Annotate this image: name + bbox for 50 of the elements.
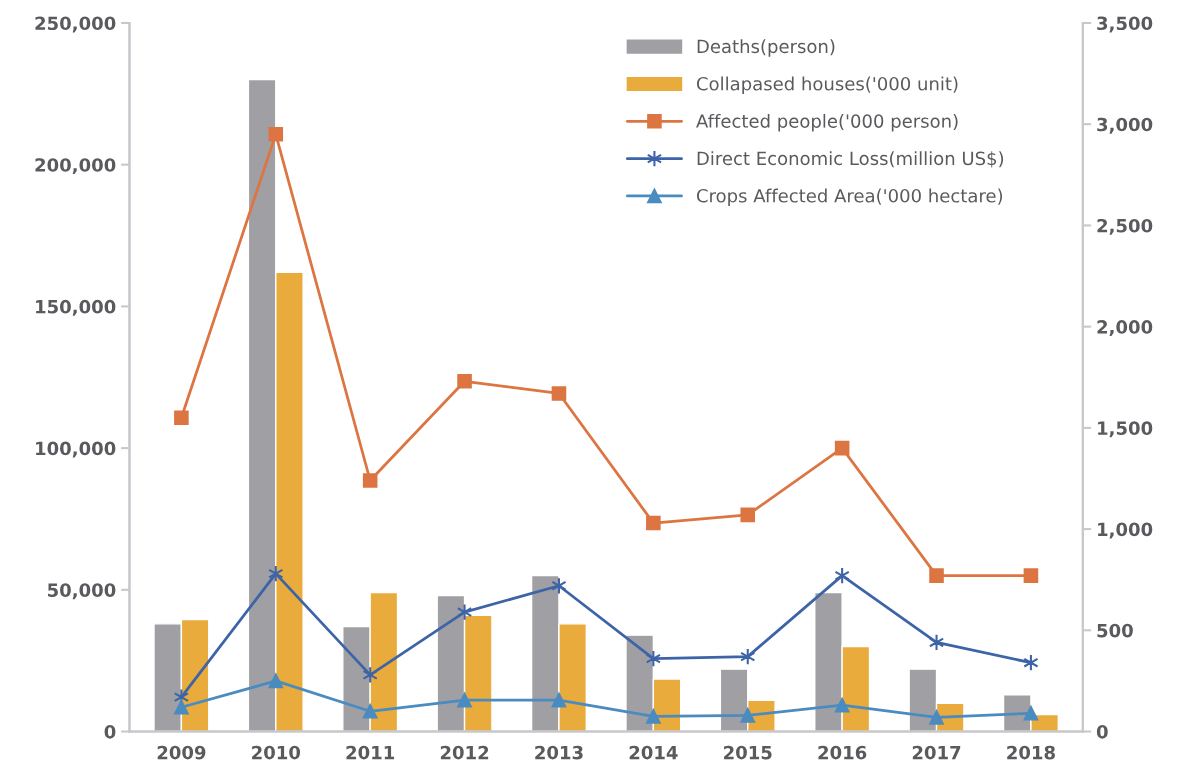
point [551, 386, 567, 401]
x-tick-label: 2013 [535, 745, 583, 760]
y-tick-label: 200,000 [35, 158, 116, 175]
legend-label: Direct Economic Loss(million US$) [697, 151, 1004, 168]
x-tick-label: 2011 [346, 745, 395, 760]
point [646, 515, 661, 531]
point [457, 374, 472, 389]
x-tick-label: 2017 [912, 745, 961, 760]
point [362, 704, 378, 719]
point [834, 697, 850, 713]
y2-tick-label: 1,000 [1098, 522, 1153, 539]
point [834, 440, 850, 456]
point [1023, 706, 1039, 721]
point [929, 710, 944, 725]
y-tick-label: 0 [104, 724, 116, 739]
legend-label: Collapased houses('000 unit) [696, 76, 958, 95]
point [740, 708, 756, 723]
point [362, 473, 378, 488]
y-tick-label: 150,000 [36, 299, 116, 316]
point [646, 709, 661, 724]
x-tick-label: 2009 [157, 745, 206, 760]
point [174, 699, 189, 715]
point [174, 410, 189, 426]
y2-tick-label: 500 [1097, 623, 1133, 638]
x-tick-label: 2016 [818, 745, 867, 760]
y2-tick-label: 3,500 [1097, 16, 1153, 33]
y-tick-label: 100,000 [36, 441, 116, 458]
y2-tick-label: 1,500 [1098, 421, 1153, 438]
legend-label: Affected people('000 person) [696, 113, 958, 132]
point [457, 692, 472, 708]
point [268, 673, 284, 689]
legend-label: Deaths(person) [697, 39, 835, 57]
point [551, 692, 567, 708]
x-tick-label: 2010 [252, 745, 301, 760]
legend-label: Crops Affected Area('000 hectare) [696, 188, 1003, 207]
y-tick-label: 50,000 [48, 583, 116, 600]
point [929, 568, 944, 583]
point [1023, 568, 1039, 583]
x-tick-label: 2012 [440, 745, 489, 760]
y2-tick-label: 3,000 [1097, 117, 1153, 134]
x-tick-label: 2015 [724, 745, 772, 760]
y2-tick-label: 2,000 [1097, 320, 1153, 337]
point [740, 507, 756, 523]
point [928, 633, 945, 652]
point [268, 127, 284, 142]
y2-tick-label: 2,500 [1097, 218, 1153, 235]
x-tick-label: 2018 [1007, 745, 1055, 760]
y2-tick-label: 0 [1096, 724, 1108, 739]
x-tick-label: 2014 [629, 745, 678, 760]
y-tick-label: 250,000 [35, 16, 116, 33]
